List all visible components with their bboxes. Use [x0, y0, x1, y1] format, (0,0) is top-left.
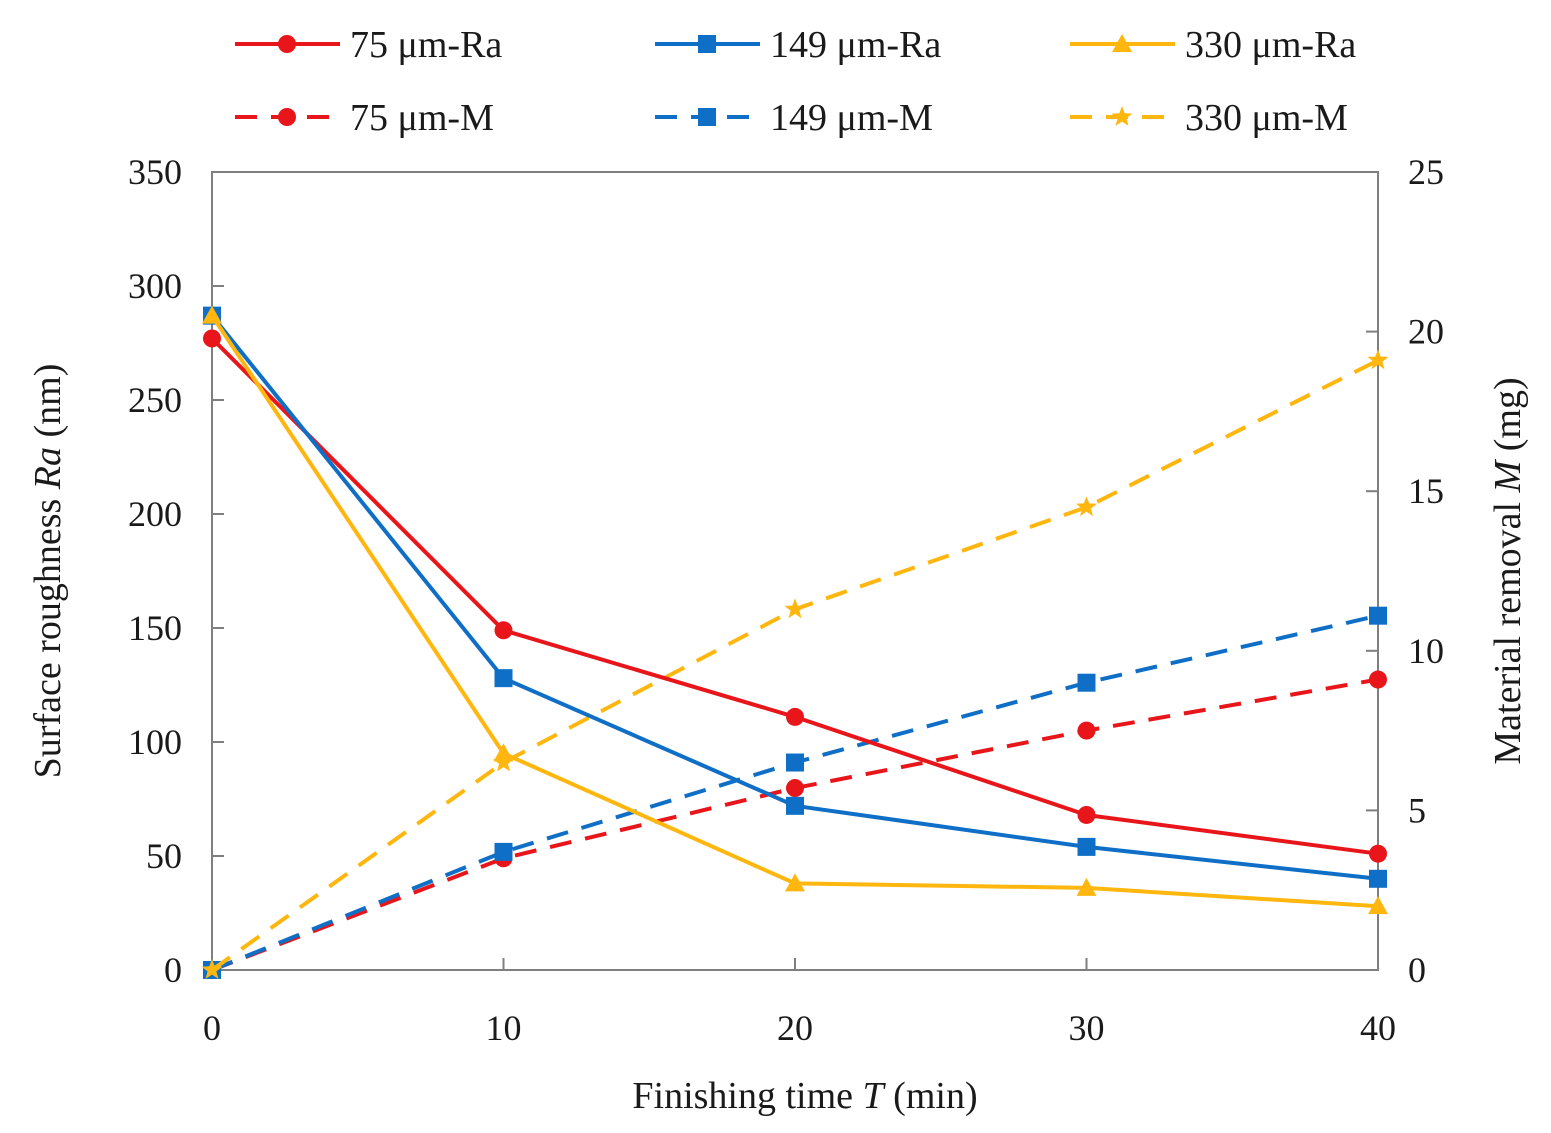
legend-label: 330 μm-Ra [1185, 24, 1356, 66]
legend: 75 μm-Ra 149 μm-Ra 330 μm-Ra 75 μm-M 149 μm-… [235, 24, 1356, 139]
series-330-μm-Ra [202, 305, 1388, 915]
data-point [786, 779, 804, 798]
y2-axis-title: Material removal M (mg) [1487, 377, 1529, 764]
legend-marker [1111, 106, 1133, 126]
data-point [1367, 349, 1389, 370]
legend-marker [1112, 34, 1132, 52]
y2-tick-label: 25 [1408, 152, 1444, 192]
data-point [1076, 496, 1097, 517]
x-tick-label: 40 [1360, 1008, 1396, 1048]
y2-tick-label: 0 [1408, 950, 1426, 990]
data-point [1077, 673, 1096, 692]
legend-marker [698, 35, 716, 53]
y-axis-ticks: 0 50 100 150 200 250 300 350 [128, 152, 224, 990]
x-axis-title: Finishing time T (min) [632, 1075, 977, 1117]
data-point [1368, 896, 1388, 915]
y-tick-label: 350 [128, 152, 182, 192]
plot-area [211, 171, 1379, 971]
series-line [210, 336, 1379, 856]
data-point [1076, 877, 1097, 896]
y-axis-title: Surface roughness Ra (nm) [27, 364, 69, 779]
legend-label: 330 μm-M [1185, 97, 1348, 139]
data-point [1369, 844, 1387, 863]
x-tick-label: 10 [486, 1008, 522, 1048]
legend-item: 75 μm-M [235, 97, 494, 139]
data-point [1077, 805, 1096, 824]
data-point [786, 753, 804, 772]
data-point [1077, 837, 1096, 856]
x-tick-label: 20 [777, 1008, 813, 1048]
data-point [493, 743, 514, 762]
legend-marker [278, 108, 296, 126]
legend-label: 149 μm-Ra [770, 24, 941, 66]
y2-tick-label: 5 [1408, 790, 1426, 830]
data-point [784, 598, 806, 619]
y-tick-label: 300 [128, 266, 182, 306]
data-point [494, 669, 513, 688]
y2-tick-label: 10 [1408, 631, 1444, 671]
y2-axis-ticks: 0 5 10 15 20 25 [1366, 152, 1444, 990]
legend-item: 149 μm-M [655, 97, 933, 139]
series-149-μm-Ra [203, 306, 1387, 888]
data-point [1369, 606, 1387, 625]
y-tick-label: 50 [146, 836, 182, 876]
y-tick-label: 200 [128, 494, 182, 534]
data-point [201, 959, 223, 979]
legend-item: 330 μm-Ra [1070, 24, 1356, 66]
data-point [494, 842, 513, 861]
series-layer [201, 305, 1389, 979]
x-tick-label: 30 [1069, 1008, 1105, 1048]
data-point [494, 621, 513, 640]
y2-tick-label: 20 [1408, 312, 1444, 352]
data-point [1369, 869, 1387, 888]
data-point [202, 305, 222, 324]
y-tick-label: 0 [164, 950, 182, 990]
series-330-μm-M [201, 349, 1389, 979]
legend-item: 75 μm-Ra [235, 24, 502, 66]
y-tick-label: 150 [128, 608, 182, 648]
legend-item: 149 μm-Ra [655, 24, 941, 66]
x-axis-ticks: 0 10 20 30 40 [203, 958, 1396, 1048]
y-tick-label: 100 [128, 722, 182, 762]
data-point [1077, 721, 1096, 740]
x-tick-label: 0 [203, 1008, 221, 1048]
data-point [493, 751, 514, 772]
data-point [786, 796, 804, 815]
legend-marker [698, 108, 716, 126]
data-point [786, 707, 804, 726]
legend-item: 330 μm-M [1070, 97, 1348, 139]
legend-label: 75 μm-Ra [350, 24, 502, 66]
legend-label: 149 μm-M [770, 97, 933, 139]
series-75-μm-Ra [203, 329, 1387, 863]
data-point [1369, 670, 1387, 689]
y-tick-label: 250 [128, 380, 182, 420]
data-point [203, 329, 221, 348]
data-point [785, 873, 805, 892]
y2-tick-label: 15 [1408, 471, 1444, 511]
legend-marker [278, 35, 296, 53]
legend-label: 75 μm-M [350, 97, 494, 139]
